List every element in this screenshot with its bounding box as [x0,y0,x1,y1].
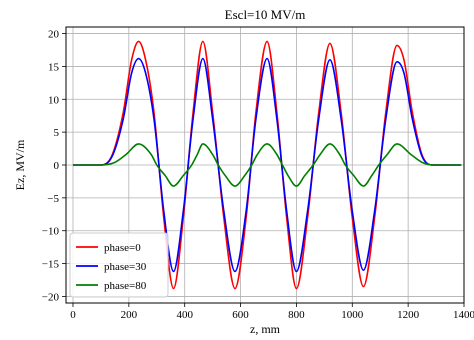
chart-title: Escl=10 MV/m [225,7,306,22]
y-tick-label: −5 [47,193,59,205]
series-layer [72,40,462,290]
x-tick-label: 200 [121,309,138,321]
series-line-phase-30 [72,57,462,273]
y-tick-label: 5 [54,127,60,139]
legend-label: phase=80 [104,280,147,292]
x-axis-label: z, mm [250,322,281,335]
ticks-layer: 0 200 400 600 800 1000 1200 1400 −20 −15 −10 −5 0 5 10… [42,29,474,321]
x-tick-label: 600 [232,309,249,321]
x-tick-label: 1200 [397,309,420,321]
x-tick-label: 1400 [453,309,474,321]
legend-label: phase=0 [104,242,141,254]
y-axis-label: Ez, MV/m [13,139,27,190]
x-tick-label: 0 [70,309,76,321]
legend: phase=0 phase=30 phase=80 [69,232,169,298]
x-tick-label: 800 [288,309,305,321]
y-tick-label: −20 [42,291,60,303]
x-tick-label: 400 [176,309,193,321]
y-tick-label: 0 [54,160,60,172]
y-tick-label: −10 [42,226,60,238]
x-tick-label: 1000 [341,309,364,321]
y-tick-label: −15 [42,259,60,271]
y-tick-label: 10 [48,94,60,106]
y-tick-label: 20 [48,29,60,41]
legend-label: phase=30 [104,261,147,273]
y-tick-label: 15 [48,61,60,73]
series-line-phase-80 [72,143,462,187]
legend-box [69,232,169,298]
grid-layer [66,27,465,303]
